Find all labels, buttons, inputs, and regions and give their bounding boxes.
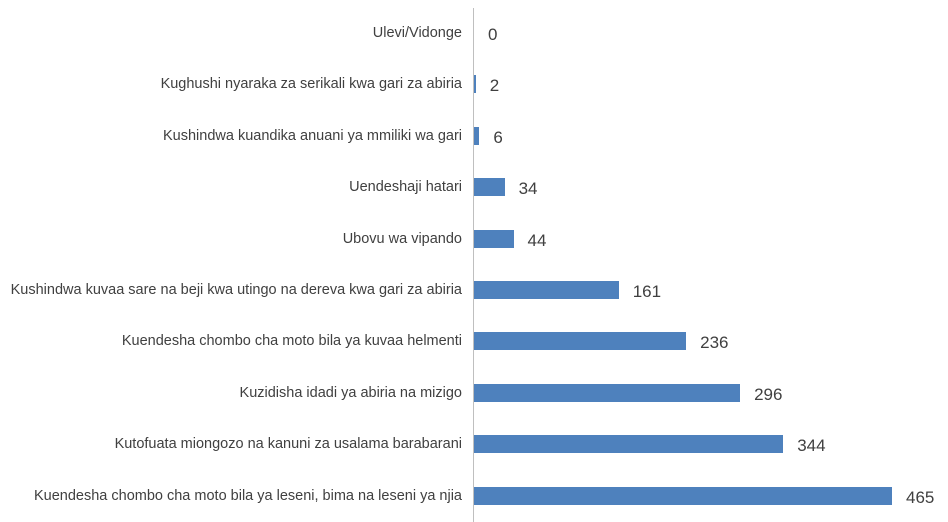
- category-text: Kuendesha chombo cha moto bila ya kuvaa …: [121, 333, 462, 350]
- category-text: Ubovu wa vipando: [342, 230, 462, 247]
- value-label: 44: [527, 230, 547, 250]
- bar: [474, 281, 619, 299]
- category-text: Uendeshaji hatari: [349, 179, 462, 196]
- category-label: Kuendesha chombo cha moto bila ya leseni…: [0, 474, 462, 518]
- category-label: Kushindwa kuandika anuani ya mmiliki wa …: [0, 114, 462, 158]
- value-label: 0: [488, 25, 498, 44]
- bar: [474, 435, 784, 454]
- category-label: Kushindwa kuvaa sare na beji kwa utingo …: [0, 268, 462, 312]
- value-label: 2: [489, 76, 500, 96]
- category-label: Kughushi nyaraka za serikali kwa gari za…: [0, 62, 462, 106]
- bar: [474, 486, 892, 505]
- axis-line: [473, 8, 474, 522]
- value-label: 296: [754, 384, 783, 404]
- value-label: 6: [493, 127, 503, 147]
- bar: [474, 126, 480, 145]
- value-label: 161: [632, 282, 662, 301]
- value-label: 465: [906, 487, 935, 507]
- value-label: 236: [700, 333, 729, 353]
- category-text: Kughushi nyaraka za serikali kwa gari za…: [160, 76, 462, 93]
- category-text: Kushindwa kuvaa sare na beji kwa utingo …: [10, 282, 462, 298]
- category-label: Ulevi/Vidonge: [0, 11, 462, 55]
- value-label: 34: [518, 179, 538, 199]
- category-label: Kuzidisha idadi ya abiria na mizigo: [0, 371, 462, 415]
- category-text: Kutofuata miongozo na kanuni za usalama …: [114, 436, 462, 453]
- category-label: Kuendesha chombo cha moto bila ya kuvaa …: [0, 319, 462, 363]
- bar: [474, 332, 687, 351]
- category-label: Uendeshaji hatari: [0, 165, 462, 209]
- category-text: Ulevi/Vidonge: [372, 25, 462, 41]
- category-label: Kutofuata miongozo na kanuni za usalama …: [0, 422, 462, 466]
- bar: [474, 229, 514, 248]
- category-label: Ubovu wa vipando: [0, 217, 462, 261]
- bar: [474, 383, 741, 402]
- category-text: Kuzidisha idadi ya abiria na mizigo: [239, 384, 462, 401]
- bar: [474, 178, 505, 197]
- bar: [474, 75, 476, 94]
- value-label: 344: [797, 436, 826, 456]
- category-text: Kushindwa kuandika anuani ya mmiliki wa …: [162, 127, 462, 144]
- category-text: Kuendesha chombo cha moto bila ya leseni…: [33, 487, 462, 504]
